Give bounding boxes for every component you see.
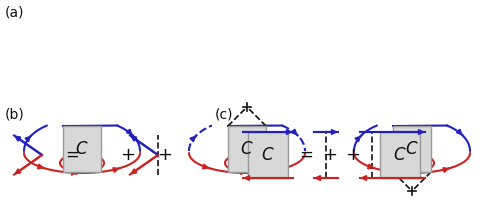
Text: $C$: $C$ [240,140,254,158]
Text: (b): (b) [5,107,25,121]
Text: +: + [158,146,172,164]
Text: =: = [299,146,313,164]
Text: $C$: $C$ [261,146,275,164]
Text: +: + [346,146,360,164]
Text: $C$: $C$ [405,140,419,158]
Text: (a): (a) [5,5,24,19]
Text: $C$: $C$ [75,140,89,158]
Bar [248,132,288,178]
Text: (c): (c) [215,107,234,121]
Text: +: + [322,146,338,164]
Text: +: + [120,146,136,164]
Text: $C$: $C$ [393,146,407,164]
Bar [228,126,266,172]
Text: =: = [65,146,79,164]
Bar [393,126,431,172]
Bar [380,132,420,178]
Bar [63,126,101,172]
